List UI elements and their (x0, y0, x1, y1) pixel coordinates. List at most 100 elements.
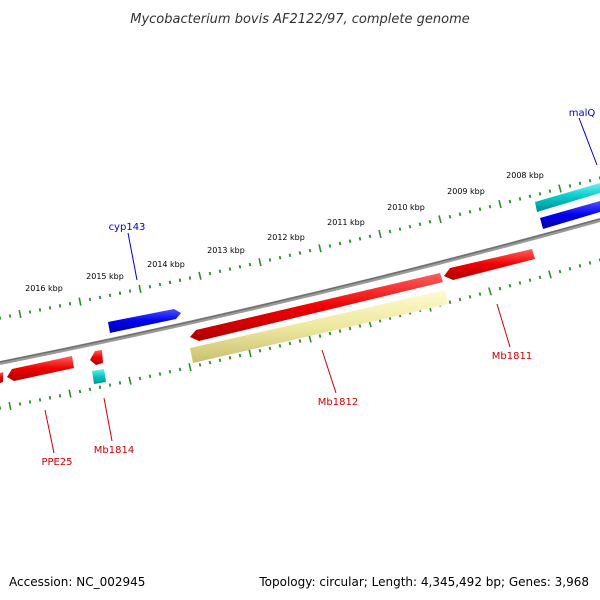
outer-minor-tick (298, 251, 302, 255)
inner-major-tick (248, 349, 252, 358)
genome-backbone-shade (0, 218, 600, 363)
outer-minor-tick (58, 304, 62, 308)
gene-label-cyp143[interactable]: cyp143 (109, 222, 146, 233)
inner-minor-tick (298, 339, 302, 343)
kbp-label-2013: 2013 kbp (207, 246, 245, 255)
inner-minor-tick (238, 353, 242, 358)
inner-minor-tick (78, 389, 82, 394)
callout-Mb1811 (496, 303, 511, 348)
inner-minor-tick (98, 385, 102, 389)
callout-malQ (578, 117, 598, 166)
inner-minor-tick (38, 398, 42, 402)
inner-minor-tick (198, 363, 202, 367)
gene-label-malQ[interactable]: malQ (569, 108, 596, 119)
outer-major-tick (498, 200, 502, 209)
inner-minor-tick (158, 372, 162, 376)
inner-minor-tick (28, 400, 32, 404)
inner-minor-tick (58, 394, 62, 398)
gene-label-Mb1812[interactable]: Mb1812 (318, 397, 358, 408)
outer-minor-tick (288, 253, 292, 258)
outer-minor-tick (148, 285, 152, 289)
inner-minor-tick (138, 376, 142, 381)
inner-minor-tick (338, 329, 342, 333)
callout-cyp143 (127, 232, 138, 281)
map-title: Mycobacterium bovis AF2122/97, complete … (130, 12, 469, 27)
inner-major-tick (68, 389, 72, 398)
outer-minor-tick (458, 212, 462, 217)
inner-minor-tick (508, 283, 512, 288)
inner-major-tick (128, 376, 132, 385)
inner-minor-tick (358, 324, 362, 328)
outer-minor-tick (168, 280, 172, 285)
inner-minor-tick (268, 346, 272, 351)
inner-minor-tick (108, 383, 112, 387)
outer-minor-tick (108, 293, 112, 298)
inner-minor-tick (178, 367, 182, 372)
callout-Mb1814 (103, 397, 113, 442)
gene-forward-right[interactable] (540, 201, 600, 229)
outer-minor-tick (178, 278, 182, 282)
inner-minor-tick (278, 344, 282, 348)
outer-minor-tick (538, 192, 542, 196)
inner-minor-tick (498, 286, 502, 291)
gene-PPE25[interactable] (7, 356, 74, 381)
outer-minor-tick (478, 207, 482, 212)
outer-minor-tick (248, 262, 252, 267)
outer-major-tick (258, 258, 262, 267)
gene-label-Mb1811[interactable]: Mb1811 (492, 351, 532, 362)
kbp-label-2011: 2011 kbp (327, 218, 365, 227)
inner-minor-tick (318, 334, 322, 338)
kbp-label-2015: 2015 kbp (86, 272, 124, 281)
inner-minor-tick (288, 341, 292, 346)
outer-minor-tick (28, 310, 32, 314)
outer-minor-tick (218, 269, 222, 274)
inner-minor-tick (588, 261, 592, 265)
feature-band-Mb1812[interactable] (190, 290, 448, 363)
kbp-label-2012: 2012 kbp (267, 233, 305, 242)
inner-minor-tick (258, 348, 262, 353)
outer-minor-tick (488, 204, 492, 209)
kbp-label-2008: 2008 kbp (506, 171, 544, 180)
gene-label-PPE25[interactable]: PPE25 (41, 457, 72, 468)
outer-scale-track (0, 176, 600, 320)
kbp-label-2016: 2016 kbp (25, 284, 63, 293)
outer-major-tick (438, 215, 442, 224)
gene-label-Mb1814[interactable]: Mb1814 (94, 445, 134, 456)
outer-major-tick (138, 284, 142, 293)
outer-minor-tick (508, 199, 512, 204)
outer-minor-tick (428, 219, 432, 224)
outer-minor-tick (208, 271, 212, 276)
gene-Mb1811[interactable] (444, 249, 535, 280)
inner-minor-tick (328, 331, 332, 336)
outer-minor-tick (578, 181, 582, 186)
gene-Mb1812[interactable] (190, 273, 443, 341)
inner-minor-tick (538, 275, 542, 280)
inner-minor-tick (48, 396, 52, 400)
outer-minor-tick (308, 248, 312, 253)
outer-minor-tick (398, 227, 402, 231)
inner-major-tick (488, 287, 492, 296)
cds-Mb1814[interactable] (92, 369, 106, 384)
outer-major-tick (78, 297, 82, 306)
outer-minor-tick (118, 291, 122, 295)
outer-major-tick (318, 244, 322, 253)
gene-Mb1814[interactable] (90, 350, 103, 365)
inner-major-tick (548, 270, 552, 279)
inner-minor-tick (528, 278, 532, 282)
callout-lines (44, 117, 598, 454)
inner-minor-tick (468, 295, 472, 299)
outer-minor-tick (448, 214, 452, 219)
outer-minor-tick (338, 241, 342, 246)
outer-major-tick (18, 309, 22, 319)
outer-major-tick (558, 184, 562, 193)
outer-major-tick (198, 271, 202, 280)
outer-minor-tick (408, 224, 412, 229)
kbp-label-2010: 2010 kbp (387, 203, 425, 212)
gene-partial-left[interactable] (0, 372, 3, 383)
gene-cyp143[interactable] (108, 309, 181, 333)
outer-minor-tick (518, 197, 522, 201)
outer-minor-tick (588, 178, 592, 183)
outer-minor-tick (418, 222, 422, 227)
cds-malQ[interactable] (535, 183, 600, 212)
